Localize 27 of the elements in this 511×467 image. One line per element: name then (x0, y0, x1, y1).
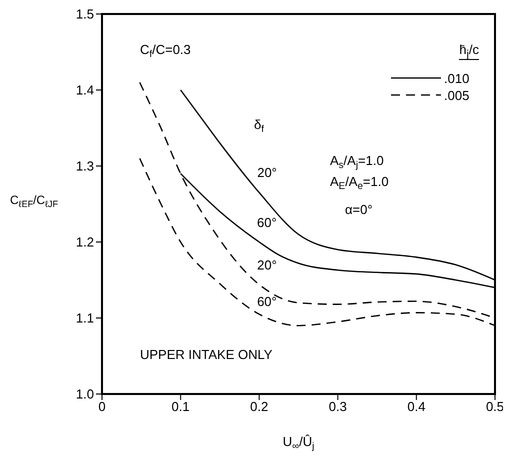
y-tick-label: 1.1 (76, 310, 94, 326)
y-axis-title: C$_{ℓEF}$/C$_{ℓJF}$ (10, 193, 59, 209)
annotation: 20° (257, 165, 277, 180)
annotation: UPPER INTAKE ONLY (140, 347, 273, 362)
y-tick-label: 1.0 (76, 386, 94, 402)
annotation: 20° (257, 257, 277, 272)
line-series (139, 158, 495, 326)
annotation: A$_{E}$/A$_{e}$=1.0 (330, 174, 389, 192)
x-axis-title: U$_{∞}$/Û$_{j}$ (282, 434, 314, 452)
y-tick-label: 1.5 (76, 6, 94, 22)
x-tick-label: 0.1 (172, 399, 190, 414)
annotation: α=0° (345, 202, 373, 217)
x-tick-label: 0.2 (250, 399, 268, 414)
legend-label: .010 (444, 70, 470, 86)
y-tick-label: 1.4 (76, 82, 94, 98)
annotation: δ$_{f}$ (254, 117, 264, 135)
annotation: 60° (257, 214, 277, 230)
x-tick-label: 0.4 (407, 399, 426, 414)
annotation: 60° (257, 294, 277, 309)
line-series (180, 89, 495, 281)
annotation: A$_{s}$/A$_{j}$=1.0 (330, 153, 384, 171)
y-tick-label: 1.3 (76, 158, 94, 174)
x-tick-label: 0 (98, 399, 106, 414)
x-tick-label: 0.3 (328, 399, 347, 414)
legend-label: .005 (444, 88, 470, 103)
y-tick-label: 1.2 (76, 234, 94, 250)
annotation: C$_{f}$/C=0.3 (140, 42, 191, 60)
